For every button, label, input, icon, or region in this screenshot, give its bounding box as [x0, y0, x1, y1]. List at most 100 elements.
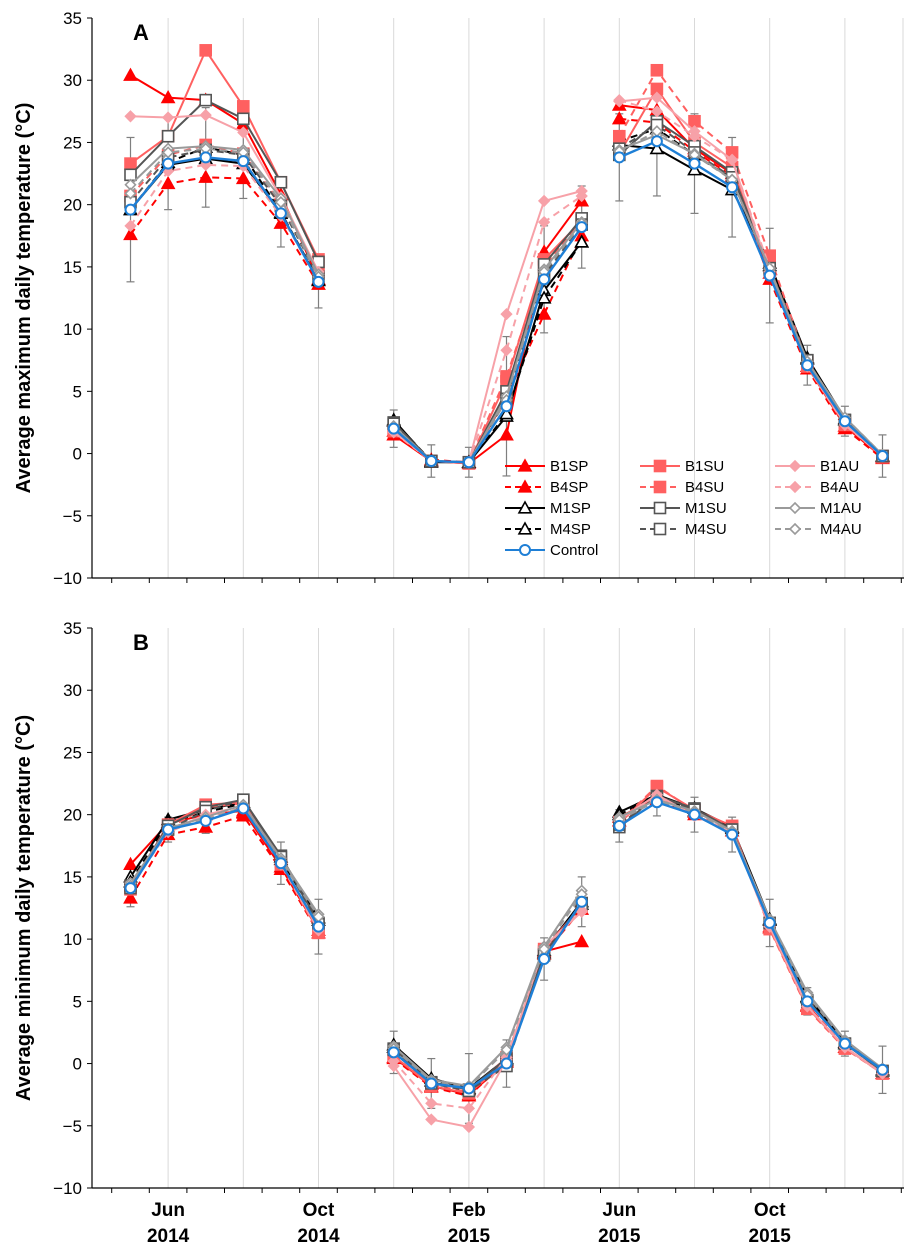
- series-m1su-line: [129, 798, 320, 924]
- series-control-point: [838, 1037, 851, 1050]
- series-control-point: [124, 882, 137, 895]
- series-m1au-line: [129, 803, 320, 915]
- error-bars: [126, 787, 887, 1124]
- series-m4au-line: [129, 147, 320, 278]
- series-b1sp-point: [574, 933, 590, 948]
- legend-item-m1au: M1AU: [775, 500, 862, 517]
- series-control-point: [763, 916, 776, 929]
- series-b4sp-point: [273, 215, 289, 229]
- series-control-point: [274, 207, 287, 220]
- legend-item-b4au: B4AU: [775, 479, 859, 496]
- legend-item-b4su: B4SU: [640, 479, 724, 496]
- y-tick-label: 15: [63, 868, 82, 887]
- legend-label: B1SP: [550, 458, 588, 475]
- series-control-point: [801, 359, 814, 372]
- legend-label: M4SU: [685, 521, 727, 538]
- legend-item-m4su: M4SU: [640, 521, 727, 538]
- x-tick-label-year: 2014: [297, 1226, 340, 1247]
- x-tick-label-year: 2014: [147, 1226, 190, 1247]
- x-tick-label-month: Feb: [452, 1200, 486, 1221]
- series-control-point: [688, 157, 701, 170]
- series-control-point: [425, 455, 438, 468]
- series-control-point: [312, 920, 325, 933]
- series-control-point: [575, 221, 588, 234]
- y-axis-title: Average minimum daily temperature (°C): [13, 715, 35, 1101]
- series-m4su-line: [392, 223, 583, 464]
- legend-item-m1su: M1SU: [640, 500, 727, 517]
- series-m1sp-line: [129, 801, 320, 919]
- series-control-point: [162, 823, 175, 836]
- y-tick-label: 5: [73, 992, 82, 1011]
- series-control-point: [124, 203, 137, 216]
- legend-label: M4AU: [820, 521, 862, 538]
- panel-label: A: [133, 20, 149, 45]
- series-m4sp: [123, 121, 890, 468]
- legend-label: B4SP: [550, 479, 588, 496]
- series-b1au-point: [161, 111, 175, 124]
- legend-marker: [517, 521, 533, 535]
- series-b4au-point: [725, 153, 739, 166]
- series-b4su-line: [129, 802, 320, 934]
- series-m1sp-line: [618, 793, 884, 1071]
- series-m1sp-point: [649, 141, 665, 155]
- series-control-line: [392, 226, 583, 464]
- series-m1sp-line: [619, 143, 884, 457]
- legend-label: M1SU: [685, 500, 727, 517]
- series-m4sp-point: [536, 290, 552, 304]
- y-tick-label: 35: [63, 619, 82, 638]
- series-m4su-line: [618, 796, 884, 1072]
- legend-marker: [517, 500, 533, 514]
- legend-marker: [788, 480, 802, 494]
- y-tick-label: 30: [63, 71, 82, 90]
- series-control-point: [613, 151, 626, 164]
- series-b1au-point: [199, 108, 212, 122]
- y-tick-label: 15: [63, 258, 82, 277]
- series-b4sp-point: [123, 226, 138, 241]
- series-control-point: [876, 1063, 889, 1076]
- series-m4au-line: [618, 130, 884, 456]
- series-control-point: [838, 415, 851, 428]
- x-tick-label-month: Oct: [303, 1200, 335, 1221]
- series-m1su-line: [392, 217, 583, 464]
- series-b4sp-line: [619, 117, 884, 460]
- series-control-point: [387, 422, 400, 435]
- legend-item-control: Control: [505, 542, 598, 559]
- y-tick-label: −10: [53, 569, 82, 588]
- series-m4au-line: [618, 799, 884, 1071]
- series-b4sp-point: [198, 169, 214, 183]
- series-control-point: [650, 135, 663, 148]
- series-b4au-point: [575, 189, 588, 203]
- series-m4su-line: [129, 798, 320, 925]
- legend-marker: [788, 459, 802, 473]
- series-b4su-point: [650, 63, 664, 77]
- legend-marker: [653, 459, 667, 473]
- series-b1sp-point: [160, 89, 176, 104]
- series-b4sp-point: [160, 175, 176, 190]
- series-m4su-line: [129, 148, 320, 278]
- series-b4au-point: [462, 1102, 476, 1115]
- legend: B1SP B4SP M1SP M4SP B1SU B4SU M1SU M4SU B1AU B4AU…: [505, 458, 862, 559]
- y-tick-label: −5: [63, 507, 82, 526]
- series-m4sp-line: [618, 795, 884, 1072]
- series-b4sp-point: [235, 808, 251, 822]
- series-m4sp-line: [129, 802, 320, 921]
- legend-label: Control: [550, 542, 598, 559]
- y-tick-label: 30: [63, 681, 82, 700]
- series-b4au-line: [129, 807, 320, 931]
- series-control-point: [575, 895, 588, 908]
- series-control-point: [500, 400, 513, 413]
- series-control-line: [618, 139, 884, 457]
- x-tick-label-month: Oct: [754, 1200, 786, 1221]
- x-tick-label-year: 2015: [749, 1226, 792, 1247]
- series-control-line: [129, 807, 320, 928]
- series-control-point: [237, 802, 250, 815]
- panel-label: B: [133, 630, 149, 655]
- y-tick-label: −10: [53, 1179, 82, 1198]
- series-b4su-point: [612, 129, 626, 143]
- series-control-line: [392, 901, 583, 1090]
- series-m1sp-line: [393, 901, 583, 1090]
- series-control-point: [538, 953, 551, 966]
- series-m4sp-point: [499, 406, 514, 420]
- series-b1su-point: [237, 100, 250, 113]
